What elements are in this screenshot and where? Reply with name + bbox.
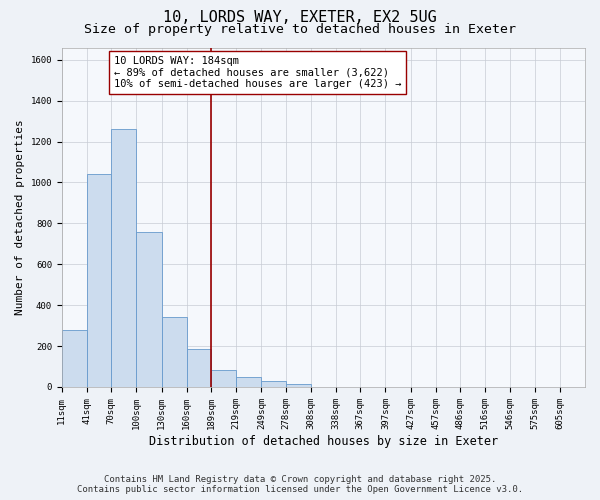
- Bar: [111, 130, 136, 387]
- Text: Contains HM Land Registry data © Crown copyright and database right 2025.: Contains HM Land Registry data © Crown c…: [104, 475, 496, 484]
- Text: 10, LORDS WAY, EXETER, EX2 5UG: 10, LORDS WAY, EXETER, EX2 5UG: [163, 10, 437, 25]
- Bar: [87, 174, 111, 387]
- Bar: [236, 376, 262, 387]
- Text: Size of property relative to detached houses in Exeter: Size of property relative to detached ho…: [84, 22, 516, 36]
- Bar: [187, 349, 211, 387]
- Text: Contains public sector information licensed under the Open Government Licence v3: Contains public sector information licen…: [77, 485, 523, 494]
- Bar: [136, 232, 161, 387]
- Text: 10 LORDS WAY: 184sqm
← 89% of detached houses are smaller (3,622)
10% of semi-de: 10 LORDS WAY: 184sqm ← 89% of detached h…: [114, 56, 401, 89]
- Y-axis label: Number of detached properties: Number of detached properties: [15, 120, 25, 315]
- Bar: [62, 330, 87, 387]
- X-axis label: Distribution of detached houses by size in Exeter: Distribution of detached houses by size …: [149, 434, 498, 448]
- Bar: [161, 318, 187, 387]
- Bar: [286, 384, 311, 387]
- Bar: [262, 381, 286, 387]
- Bar: [211, 370, 236, 387]
